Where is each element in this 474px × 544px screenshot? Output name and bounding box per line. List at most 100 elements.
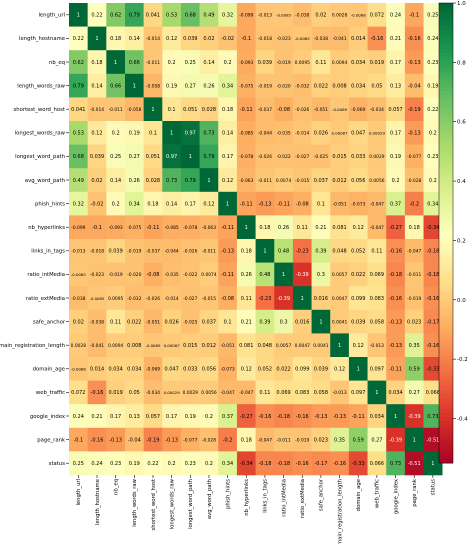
heatmap-cell <box>255 73 275 98</box>
heatmap-cell <box>218 26 238 51</box>
y-tick-label: nb_hyperlinks <box>28 225 65 231</box>
heatmap-cell <box>218 380 238 405</box>
cell-value-label: 0.0094 <box>108 343 124 349</box>
cell-value-label: 0.27 <box>129 154 140 160</box>
cell-value-label: -0.0069 <box>332 107 348 112</box>
heatmap-cell <box>124 73 144 98</box>
cell-value-label: 0.023 <box>407 319 421 325</box>
x-tick-label: nb_eq <box>113 479 119 495</box>
heatmap-cell <box>255 97 275 122</box>
cell-value-label: 0.058 <box>314 390 328 396</box>
heatmap-cell <box>199 286 219 311</box>
heatmap-cell <box>292 451 312 476</box>
heatmap-cell <box>236 121 256 145</box>
x-tick-label: ratio_extMedia <box>300 479 306 518</box>
heatmap-cell <box>180 97 200 122</box>
cell-value-label: -0.0085 <box>89 296 105 301</box>
colorbar-segment <box>439 428 453 433</box>
heatmap-cell <box>218 121 238 145</box>
heatmap-cell <box>218 286 238 311</box>
cell-value-label: -0.39 <box>389 437 402 443</box>
cell-value-label: 1 <box>413 437 416 443</box>
cell-value-label: -0.1 <box>409 13 419 19</box>
cell-value-label: 0.0057 <box>276 343 292 349</box>
heatmap-cell <box>162 121 182 145</box>
cell-value-label: 0.68 <box>73 154 84 160</box>
cell-value-label: 1 <box>319 319 322 325</box>
colorbar-segment <box>439 79 453 84</box>
cell-value-label: -0.16 <box>370 36 383 42</box>
heatmap-cell <box>311 404 331 429</box>
cell-value-label: 0.012 <box>332 178 346 184</box>
colorbar-segment <box>439 313 453 318</box>
cell-value-label: -0.16 <box>91 437 104 443</box>
x-tick-label: status <box>431 479 437 496</box>
cell-value-label: -0.16 <box>296 461 309 467</box>
cell-value-label: -0.11 <box>352 414 365 420</box>
cell-value-label: 0.22 <box>91 13 102 19</box>
heatmap-cell <box>404 309 424 334</box>
cell-value-label: -0.047 <box>370 201 384 207</box>
cell-value-label: 0.13 <box>390 83 401 89</box>
heatmap-cell <box>386 357 406 381</box>
cell-value-label: -0.041 <box>332 36 346 42</box>
heatmap-cell <box>330 357 350 381</box>
cell-value-label: 0.24 <box>427 36 438 42</box>
x-tick-label: longest_words_raw <box>169 478 175 529</box>
cell-value-label: 0.12 <box>353 343 364 349</box>
cell-value-label: 0.041 <box>71 107 85 113</box>
cell-value-label: 0.034 <box>351 83 365 89</box>
heatmap-cell <box>386 26 406 51</box>
heatmap-cell <box>236 144 256 169</box>
cell-value-label: 0.18 <box>91 60 102 66</box>
x-tick-label: links_in_tags <box>263 479 269 513</box>
heatmap-cell <box>236 380 256 405</box>
colorbar-segment <box>439 137 453 142</box>
colorbar-segment <box>439 106 453 111</box>
heatmap-cell <box>386 427 406 452</box>
cell-value-label: 0.083 <box>370 296 384 302</box>
cell-value-label: 0.14 <box>166 201 177 207</box>
colorbar-segment <box>439 221 453 226</box>
heatmap-cell <box>199 239 219 263</box>
colorbar-segment <box>439 202 453 207</box>
cell-value-label: 0.2 <box>429 178 437 184</box>
heatmap-cell <box>274 191 294 216</box>
cell-value-label: 1 <box>357 367 360 373</box>
cell-value-label: 0.66 <box>110 83 121 89</box>
y-tick-label: domain_registration_length <box>0 343 65 349</box>
heatmap-cell <box>386 262 406 287</box>
heatmap-cell <box>386 144 406 169</box>
colorbar-segment <box>439 236 453 242</box>
heatmap-cell <box>311 309 331 334</box>
cell-value-label: -0.11 <box>389 367 402 373</box>
heatmap-cell <box>423 357 443 381</box>
heatmap-cell <box>218 309 238 334</box>
cell-value-label: -0.047 <box>407 249 421 255</box>
heatmap-cell <box>423 380 443 405</box>
cell-value-label: -0.037 <box>258 107 272 113</box>
heatmap-cell <box>311 191 331 216</box>
colorbar-segment <box>439 198 453 203</box>
x-tick-label: nb_hyperlinks <box>244 479 250 516</box>
heatmap-cell <box>236 215 256 240</box>
heatmap-cell <box>348 50 368 75</box>
heatmap-cell <box>106 309 126 334</box>
cell-value-label: -0.1 <box>73 437 83 443</box>
cell-value-label: -0.028 <box>202 437 216 443</box>
cell-value-label: 0.21 <box>91 414 102 420</box>
x-tick-label: length_hostname <box>95 479 101 525</box>
cell-value-label: 1 <box>133 83 136 89</box>
cell-value-label: 0.05 <box>129 390 140 396</box>
cell-value-label: 0.12 <box>334 367 345 373</box>
cell-value-label: 0.2 <box>205 414 213 420</box>
y-tick-label: web_traffic <box>36 390 65 396</box>
heatmap-cell <box>292 191 312 216</box>
cell-value-label: 0.039 <box>351 319 365 325</box>
heatmap-cell <box>330 404 350 429</box>
cell-value-label: 0.2 <box>168 60 176 66</box>
heatmap-cell <box>199 121 219 145</box>
cell-value-label: 0.0041 <box>313 343 329 349</box>
heatmap-cell <box>348 262 368 287</box>
cell-value-label: 0.039 <box>314 367 328 373</box>
